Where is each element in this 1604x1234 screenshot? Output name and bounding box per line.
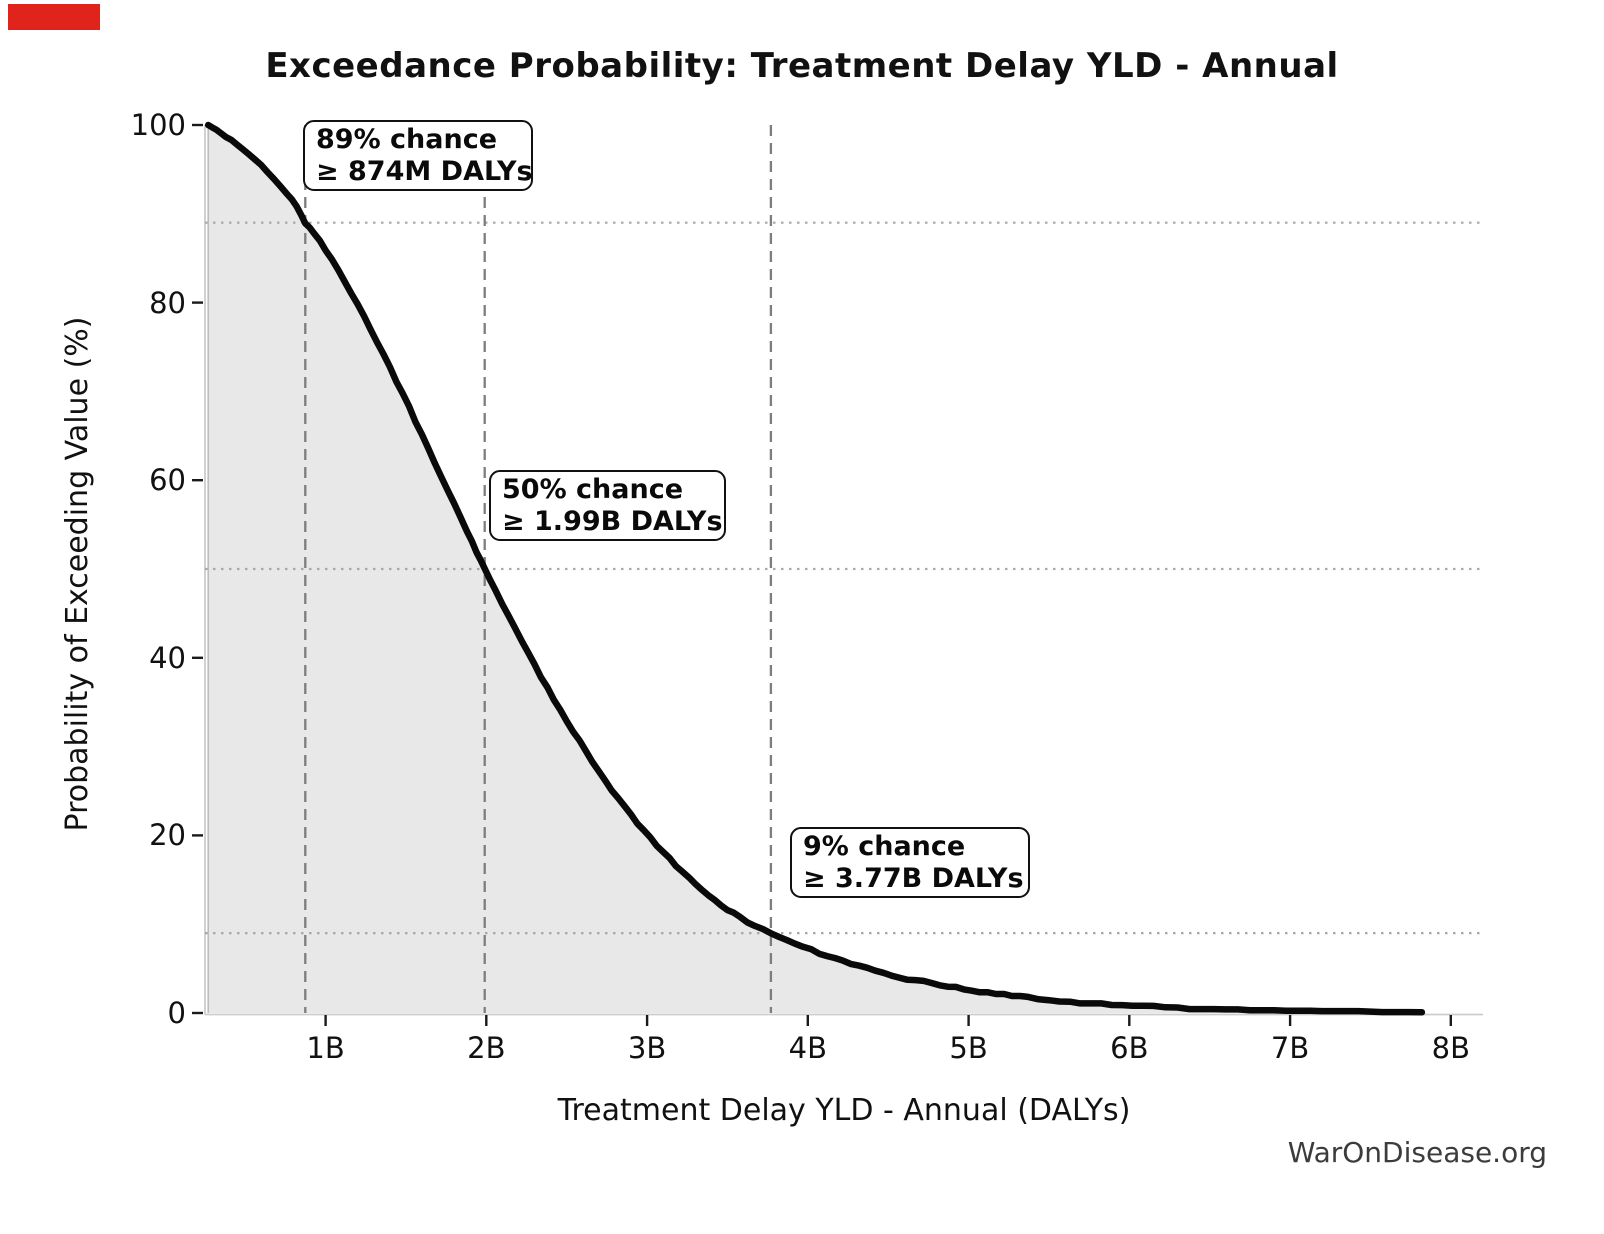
area-fill [208, 125, 1422, 1013]
annotation-9-percent: 9% chance ≥ 3.77B DALYs [790, 827, 1030, 898]
x-tick-label: 5B [949, 1031, 988, 1065]
x-tick-label: 3B [627, 1031, 667, 1065]
annotation-chance-text: 9% chance [803, 831, 966, 862]
annotation-value-text: ≥ 3.77B DALYs [803, 862, 1024, 894]
annotation-89-percent: 89% chance ≥ 874M DALYs [303, 120, 533, 191]
x-tick-label: 1B [306, 1031, 345, 1065]
y-axis-label: Probability of Exceeding Value (%) [60, 316, 95, 832]
annotation-value-text: ≥ 874M DALYs [316, 155, 533, 187]
x-tick-label: 7B [1270, 1031, 1310, 1065]
annotation-value-text: ≥ 1.99B DALYs [502, 505, 723, 537]
x-tick-label: 4B [788, 1031, 827, 1065]
exceedance-curve [204, 121, 1426, 1016]
x-tick-label: 2B [467, 1031, 506, 1065]
y-tick-label: 0 [167, 996, 186, 1030]
annotation-chance-text: 50% chance [502, 474, 684, 505]
y-tick-label: 20 [149, 818, 186, 853]
annotation-50-percent: 50% chance ≥ 1.99B DALYs [489, 470, 726, 541]
annotation-chance-text: 89% chance [316, 124, 498, 155]
x-axis-label: Treatment Delay YLD - Annual (DALYs) [557, 1093, 1131, 1128]
red-redaction-marker [8, 4, 100, 30]
x-tick-label: 6B [1110, 1031, 1149, 1065]
y-tick-label: 80 [149, 285, 186, 320]
chart-title: Exceedance Probability: Treatment Delay … [265, 46, 1339, 86]
watermark-text: WarOnDisease.org [1287, 1136, 1547, 1169]
y-tick-label: 100 [130, 108, 186, 142]
x-tick-label: 8B [1431, 1031, 1471, 1065]
y-tick-label: 60 [149, 463, 186, 498]
y-tick-label: 40 [149, 640, 186, 675]
